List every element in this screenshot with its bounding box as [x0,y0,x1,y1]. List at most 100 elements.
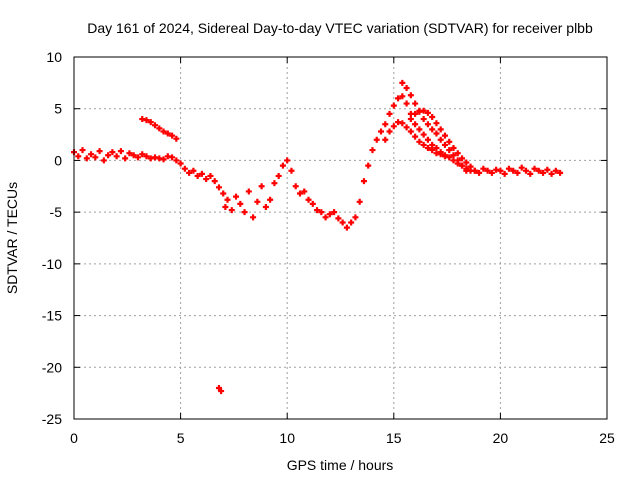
data-point [535,167,542,174]
data-point [454,157,461,164]
y-tick-label: 5 [54,101,62,117]
data-point [365,162,372,169]
data-point [117,148,124,155]
data-point [130,152,137,159]
data-point [369,147,376,154]
data-point [288,167,295,174]
data-point [441,132,448,139]
y-tick-label: -25 [42,411,62,427]
data-point [139,151,146,158]
data-point [143,153,150,160]
data-point [412,121,419,128]
data-point [314,207,321,214]
data-point [181,165,188,172]
data-point [450,145,457,152]
data-point [241,209,248,216]
data-point [134,154,141,161]
data-point [96,148,103,155]
data-point [271,180,278,187]
data-point [309,200,316,207]
data-point [356,198,363,205]
data-point [360,178,367,185]
y-tick-label: -5 [50,204,63,220]
data-point [450,152,457,159]
plot-border [73,56,608,420]
data-point [237,200,244,207]
data-point [100,157,107,164]
series-outlier [215,384,225,395]
data-point [318,209,325,216]
data-point [143,117,150,124]
data-point [186,169,193,176]
data-point [215,184,222,191]
data-point [476,169,483,176]
data-point [348,219,355,226]
data-point [514,169,521,176]
y-tick-label: 0 [54,152,62,168]
data-point [488,169,495,176]
chart-title: Day 161 of 2024, Sidereal Day-to-day VTE… [87,20,593,36]
data-point [122,155,129,162]
data-point [218,388,225,395]
data-point [258,183,265,190]
data-point [284,157,291,164]
data-point [407,116,414,123]
data-point [518,164,525,171]
data-point [173,157,180,164]
data-point [331,209,338,216]
x-tick-label: 0 [70,430,78,446]
data-point [484,167,491,174]
data-point [433,145,440,152]
data-point [437,136,444,143]
data-point [403,85,410,92]
data-point [420,141,427,148]
data-point [352,214,359,221]
data-point [275,172,282,179]
data-point [429,126,436,133]
data-point [222,203,229,210]
data-point [522,167,529,174]
data-point [497,167,504,174]
data-point [382,121,389,128]
data-point [326,211,333,218]
data-point [424,145,431,152]
data-point [339,219,346,226]
x-tick-label: 15 [386,430,402,446]
data-point [399,79,406,86]
y-tick-label: 10 [46,49,62,65]
data-point [433,130,440,137]
data-point [420,116,427,123]
data-point [177,160,184,167]
data-point [207,172,214,179]
data-point [441,141,448,148]
data-point [378,128,385,135]
x-tick-label: 5 [177,430,185,446]
data-point [215,384,222,391]
data-point [126,150,133,157]
series-arc_a [139,116,180,142]
data-point [395,95,402,102]
data-point [386,128,393,135]
data-point [463,167,470,174]
x-tick-label: 10 [279,430,295,446]
data-point [292,183,299,190]
data-point [407,92,414,99]
x-axis-label: GPS time / hours [287,457,394,473]
data-point [322,214,329,221]
data-point [399,93,406,100]
data-point [169,132,176,139]
data-point [429,141,436,148]
data-point [113,153,120,160]
data-point [211,178,218,185]
data-point [420,131,427,138]
data-point [416,126,423,133]
data-point [557,169,564,176]
data-point [160,156,167,163]
data-point [335,215,342,222]
data-point [505,165,512,172]
data-point [471,167,478,174]
data-point [412,133,419,140]
data-point [169,154,176,161]
